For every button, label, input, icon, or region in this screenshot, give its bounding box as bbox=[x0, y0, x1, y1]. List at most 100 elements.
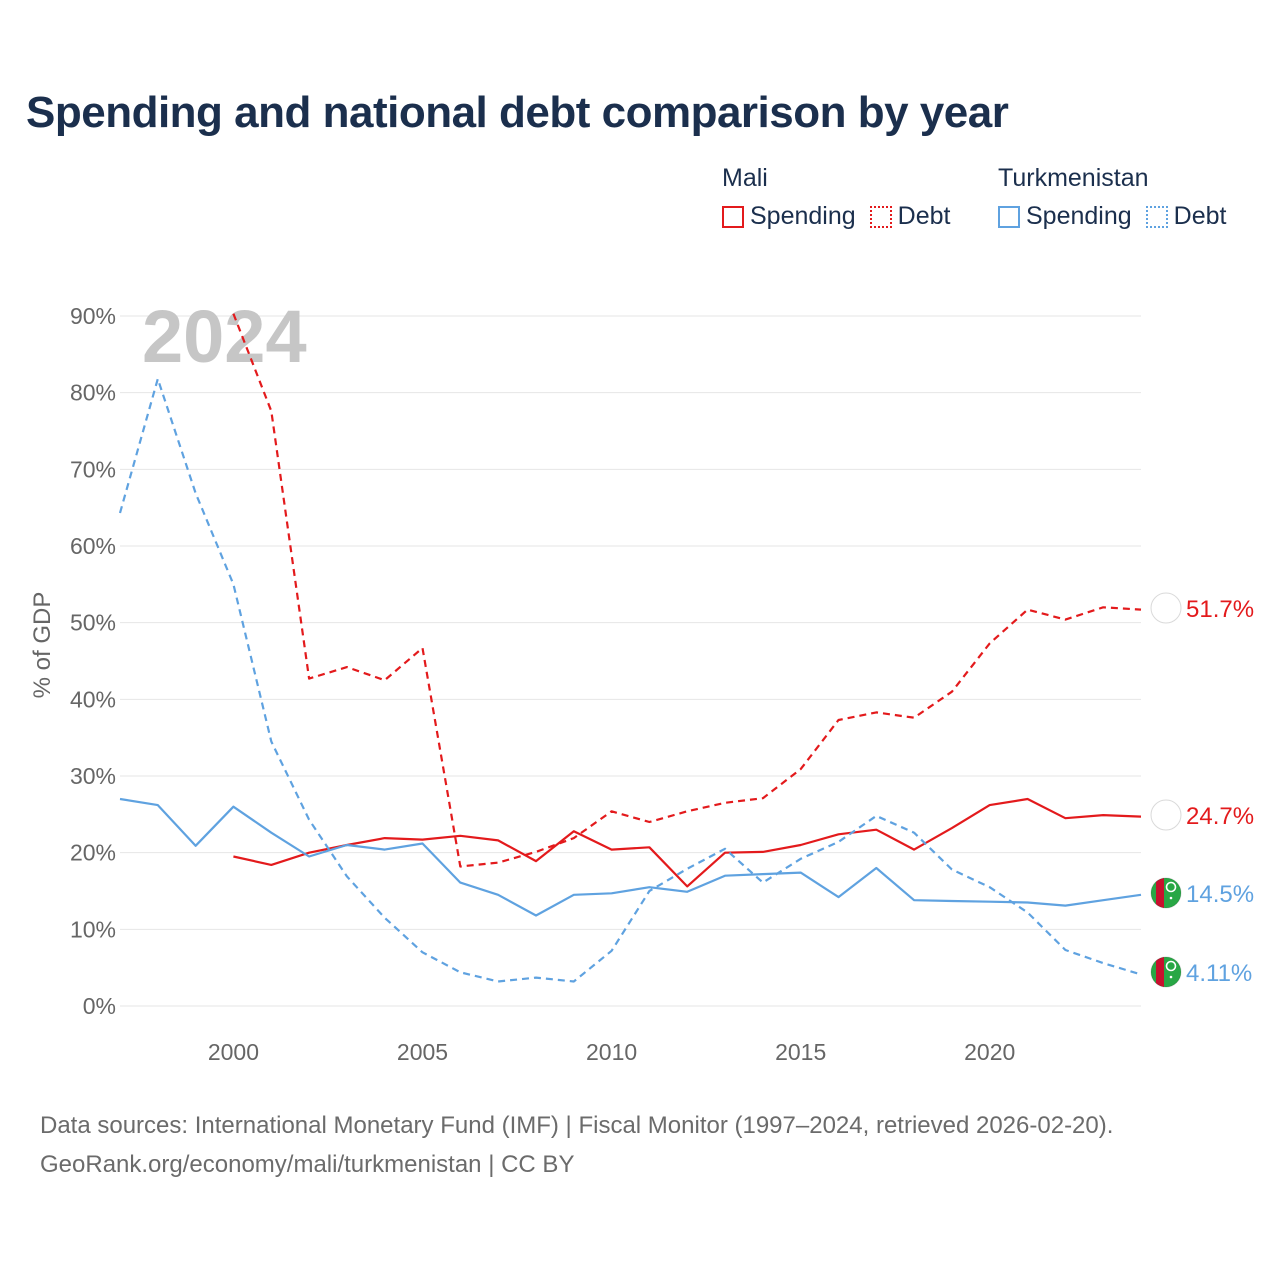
data-point-turkmenistan-debt bbox=[1025, 910, 1030, 915]
data-point-turkmenistan-debt bbox=[118, 511, 123, 516]
data-point-mali-debt bbox=[874, 710, 879, 715]
flag-star bbox=[1169, 896, 1173, 900]
data-point-turkmenistan-spending bbox=[1063, 903, 1068, 908]
data-point-turkmenistan-debt bbox=[533, 975, 538, 980]
data-point-turkmenistan-spending bbox=[571, 892, 576, 897]
data-point-mali-debt bbox=[798, 767, 803, 772]
data-point-turkmenistan-debt bbox=[760, 880, 765, 885]
legend-country-turkmenistan: Turkmenistan bbox=[998, 164, 1149, 192]
data-point-turkmenistan-debt bbox=[458, 970, 463, 975]
data-point-turkmenistan-debt bbox=[685, 866, 690, 871]
data-point-mali-spending bbox=[231, 854, 236, 859]
data-point-mali-debt bbox=[420, 645, 425, 650]
data-point-mali-debt bbox=[382, 678, 387, 683]
data-point-mali-debt bbox=[307, 676, 312, 681]
data-point-turkmenistan-debt bbox=[874, 813, 879, 818]
data-point-turkmenistan-spending bbox=[723, 873, 728, 878]
data-point-mali-debt bbox=[571, 836, 576, 841]
data-point-mali-debt bbox=[1025, 607, 1030, 612]
data-point-mali-spending bbox=[1025, 797, 1030, 802]
data-point-mali-spending bbox=[344, 843, 349, 848]
y-tick-label: 90% bbox=[70, 303, 116, 329]
legend-mali-spending[interactable]: Spending bbox=[722, 202, 856, 231]
data-point-turkmenistan-spending bbox=[155, 803, 160, 808]
data-point-mali-spending bbox=[609, 847, 614, 852]
flag-star bbox=[1169, 975, 1173, 979]
flag-stripe bbox=[1151, 800, 1161, 830]
flag-stripe bbox=[1161, 800, 1171, 830]
legend-label: Spending bbox=[750, 202, 856, 230]
data-point-mali-debt bbox=[647, 820, 652, 825]
flag-field bbox=[1151, 878, 1181, 908]
flag-crescent bbox=[1165, 881, 1177, 893]
data-point-turkmenistan-spending bbox=[458, 880, 463, 885]
x-tick-label: 2000 bbox=[208, 1039, 259, 1065]
data-point-mali-spending bbox=[382, 836, 387, 841]
data-point-turkmenistan-debt bbox=[987, 885, 992, 890]
data-point-turkmenistan-debt bbox=[571, 979, 576, 984]
y-tick-label: 70% bbox=[70, 456, 116, 482]
data-point-turkmenistan-spending bbox=[1025, 900, 1030, 905]
series-line-turkmenistan-debt bbox=[118, 377, 1142, 983]
data-point-mali-spending bbox=[1139, 814, 1144, 819]
data-point-turkmenistan-spending bbox=[193, 843, 198, 848]
flag-stripe bbox=[1151, 593, 1161, 623]
end-value-label-turkmenistan-debt: 4.11% bbox=[1186, 960, 1252, 987]
data-point-turkmenistan-spending bbox=[269, 830, 274, 835]
flag-stripe bbox=[1161, 593, 1171, 623]
flag-stripe bbox=[1171, 593, 1181, 623]
data-point-turkmenistan-debt bbox=[798, 856, 803, 861]
data-point-turkmenistan-debt bbox=[344, 874, 349, 879]
data-point-mali-debt bbox=[1063, 617, 1068, 622]
data-point-mali-debt bbox=[609, 809, 614, 814]
data-point-mali-debt bbox=[269, 409, 274, 414]
data-point-turkmenistan-debt bbox=[723, 846, 728, 851]
y-tick-label: 50% bbox=[70, 610, 116, 636]
legend-label: Spending bbox=[1026, 202, 1132, 230]
flag-crescent bbox=[1165, 960, 1177, 972]
flag-carpet-stripe bbox=[1156, 957, 1164, 987]
data-point-mali-debt bbox=[496, 860, 501, 865]
y-tick-label: 40% bbox=[70, 686, 116, 712]
legend-mali-debt[interactable]: Debt bbox=[869, 202, 950, 231]
data-point-turkmenistan-spending bbox=[533, 913, 538, 918]
data-point-turkmenistan-spending bbox=[949, 898, 954, 903]
legend-turkmenistan-spending[interactable]: Spending bbox=[998, 202, 1132, 231]
flag-outline bbox=[1150, 877, 1182, 909]
data-point-mali-debt bbox=[723, 800, 728, 805]
data-point-turkmenistan-debt bbox=[382, 915, 387, 920]
series-line-mali-spending bbox=[233, 797, 1142, 888]
data-point-mali-spending bbox=[723, 850, 728, 855]
flag-mali-icon bbox=[1151, 800, 1181, 830]
data-point-mali-spending bbox=[571, 829, 576, 834]
chart-title: Spending and national debt comparison by… bbox=[26, 88, 1009, 137]
data-point-turkmenistan-spending bbox=[307, 854, 312, 859]
data-point-mali-debt bbox=[760, 796, 765, 801]
data-point-mali-debt bbox=[533, 849, 538, 854]
data-point-turkmenistan-debt bbox=[609, 948, 614, 953]
dotted-line-swatch-icon bbox=[1145, 205, 1168, 228]
solid-line-swatch-icon bbox=[722, 205, 744, 228]
legend-turkmenistan-debt[interactable]: Debt bbox=[1145, 202, 1226, 231]
data-point-turkmenistan-spending bbox=[609, 891, 614, 896]
data-point-turkmenistan-spending bbox=[836, 895, 841, 900]
data-point-turkmenistan-debt bbox=[307, 817, 312, 822]
year-watermark: 2024 bbox=[142, 295, 307, 378]
data-point-turkmenistan-spending bbox=[231, 804, 236, 809]
data-point-mali-debt bbox=[912, 715, 917, 720]
y-tick-label: 20% bbox=[70, 840, 116, 866]
data-point-mali-spending bbox=[269, 862, 274, 867]
data-point-turkmenistan-debt bbox=[155, 376, 160, 381]
data-point-mali-spending bbox=[760, 849, 765, 854]
x-tick-label: 2015 bbox=[775, 1039, 826, 1065]
data-point-turkmenistan-spending bbox=[685, 889, 690, 894]
data-point-mali-debt bbox=[231, 311, 236, 316]
data-point-turkmenistan-spending bbox=[647, 885, 652, 890]
data-point-mali-debt bbox=[836, 718, 841, 723]
source-line-2[interactable]: GeoRank.org/economy/mali/turkmenistan | … bbox=[40, 1151, 575, 1178]
data-point-mali-spending bbox=[458, 833, 463, 838]
flag-outline bbox=[1150, 956, 1182, 988]
data-point-turkmenistan-debt bbox=[193, 491, 198, 496]
y-tick-label: 80% bbox=[70, 380, 116, 406]
data-point-turkmenistan-debt bbox=[647, 889, 652, 894]
